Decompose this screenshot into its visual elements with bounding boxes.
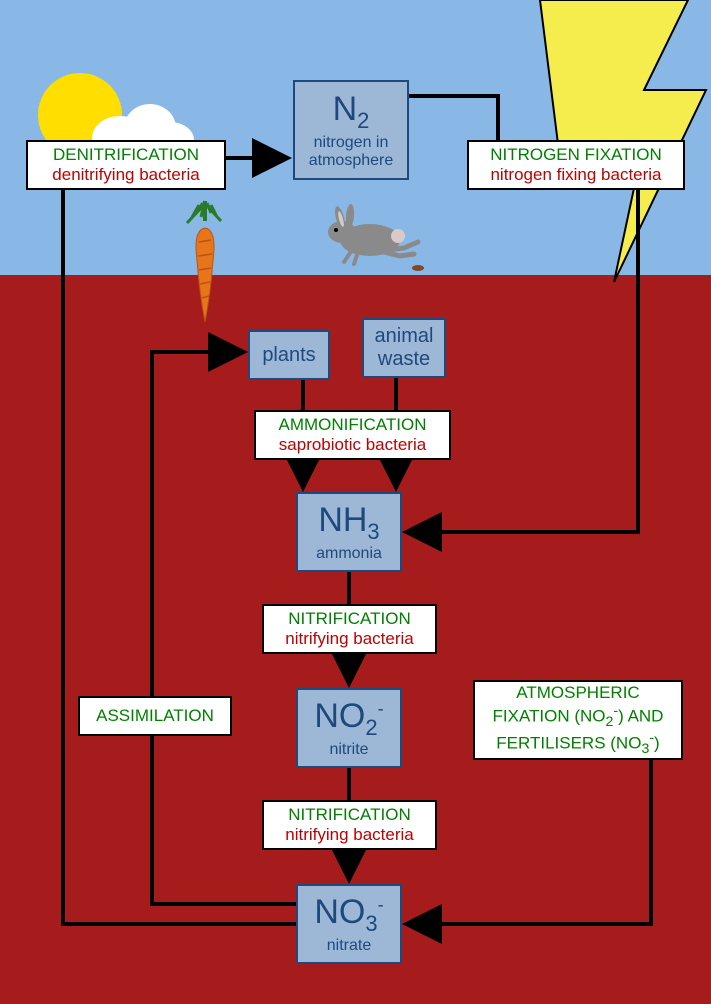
assim-title: ASSIMILATION bbox=[96, 706, 214, 726]
atm-line1: ATMOSPHERIC bbox=[516, 683, 639, 703]
atm-line2: FIXATION (NO2-) AND bbox=[493, 703, 664, 730]
node-plants: plants bbox=[248, 330, 330, 380]
nitr1-sub: nitrifying bacteria bbox=[285, 629, 414, 649]
ammon-sub: saprobiotic bacteria bbox=[279, 435, 426, 455]
nfix-title: NITROGEN FIXATION bbox=[490, 145, 662, 165]
node-n2: N2 nitrogen in atmosphere bbox=[293, 80, 409, 180]
box-nitrification-2: NITRIFICATION nitrifying bacteria bbox=[262, 800, 437, 850]
no3-label: nitrate bbox=[327, 937, 371, 955]
n2-label: nitrogen in atmosphere bbox=[295, 134, 407, 170]
aw-line1: animal bbox=[375, 325, 434, 348]
box-atmospheric-fixation: ATMOSPHERIC FIXATION (NO2-) AND FERTILIS… bbox=[473, 680, 683, 760]
aw-line2: waste bbox=[378, 348, 430, 371]
no3-formula: NO3- bbox=[314, 893, 383, 937]
no2-label: nitrite bbox=[329, 741, 368, 759]
nitr2-sub: nitrifying bacteria bbox=[285, 825, 414, 845]
box-assimilation: ASSIMILATION bbox=[78, 696, 232, 736]
nh3-label: ammonia bbox=[316, 545, 382, 563]
box-nitrification-1: NITRIFICATION nitrifying bacteria bbox=[262, 604, 437, 654]
ammon-title: AMMONIFICATION bbox=[279, 415, 427, 435]
nitr2-title: NITRIFICATION bbox=[288, 805, 410, 825]
node-no3: NO3- nitrate bbox=[296, 884, 402, 964]
denitrification-title: DENITRIFICATION bbox=[53, 145, 199, 165]
box-ammonification: AMMONIFICATION saprobiotic bacteria bbox=[254, 410, 451, 460]
atm-line3: FERTILISERS (NO3-) bbox=[496, 730, 659, 757]
node-animal-waste: animal waste bbox=[362, 318, 446, 378]
nh3-formula: NH3 bbox=[318, 501, 379, 545]
node-nh3: NH3 ammonia bbox=[296, 492, 402, 572]
node-no2: NO2- nitrite bbox=[296, 688, 402, 768]
denitrification-sub: denitrifying bacteria bbox=[52, 165, 199, 185]
no2-formula: NO2- bbox=[314, 697, 383, 741]
nfix-sub: nitrogen fixing bacteria bbox=[490, 165, 661, 185]
plants-label: plants bbox=[262, 344, 315, 367]
box-denitrification: DENITRIFICATION denitrifying bacteria bbox=[26, 140, 226, 190]
rabbit-icon bbox=[300, 198, 440, 278]
carrot-icon bbox=[175, 200, 235, 340]
box-nitrogen-fixation: NITROGEN FIXATION nitrogen fixing bacter… bbox=[467, 140, 685, 190]
n2-formula: N2 bbox=[333, 90, 370, 134]
nitr1-title: NITRIFICATION bbox=[288, 609, 410, 629]
